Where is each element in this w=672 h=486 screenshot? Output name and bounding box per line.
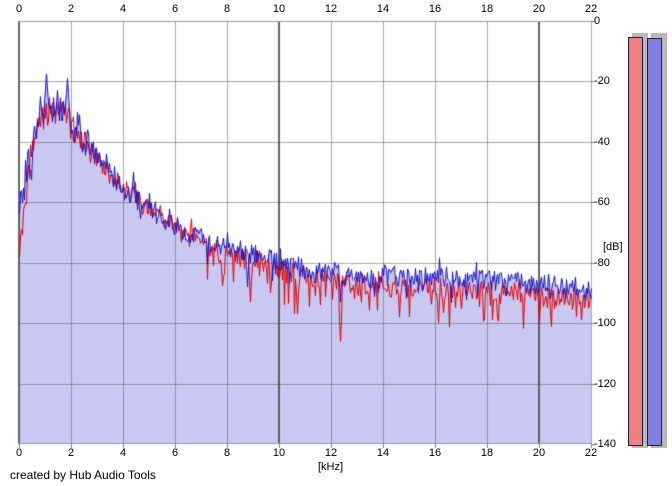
x-tick-label: 4 <box>119 447 127 459</box>
y-tick-label: -20 <box>594 75 610 87</box>
x-tick-label: 14 <box>376 447 390 459</box>
x-tick-label: 0 <box>15 3 23 15</box>
y-tick-label: -100 <box>594 317 617 329</box>
x-tick-label: 2 <box>67 447 75 459</box>
x-tick-label: 16 <box>428 447 442 459</box>
x-tick-label: 20 <box>532 3 546 15</box>
x-tick-label: 22 <box>584 447 598 459</box>
x-tick-label: 18 <box>480 3 494 15</box>
x-tick-label: 6 <box>171 447 179 459</box>
x-tick-label: 22 <box>584 3 598 15</box>
x-tick-label: 10 <box>272 3 286 15</box>
x-tick-label: 10 <box>272 447 286 459</box>
y-tick-label: 0 <box>594 15 601 27</box>
x-tick-label: 8 <box>223 3 231 15</box>
x-tick-label: 4 <box>119 3 127 15</box>
left-level-meter-bar <box>628 37 643 446</box>
x-tick-label: 16 <box>428 3 442 15</box>
y-tick-label: -80 <box>594 257 610 269</box>
x-tick-label: 20 <box>532 447 546 459</box>
y-tick-label: -140 <box>594 438 617 450</box>
db-unit-label: [dB] <box>603 241 623 253</box>
x-tick-label: 14 <box>376 3 390 15</box>
credit-text: created by Hub Audio Tools <box>10 468 156 482</box>
x-tick-label: 2 <box>67 3 75 15</box>
y-tick-label: -120 <box>594 378 617 390</box>
x-tick-label: 0 <box>15 447 23 459</box>
y-tick-label: -60 <box>594 196 610 208</box>
x-tick-label: 6 <box>171 3 179 15</box>
right-level-meter-bar <box>647 38 662 446</box>
x-tick-label: 8 <box>223 447 231 459</box>
khz-unit-label: [kHz] <box>318 461 344 473</box>
y-tick-label: -40 <box>594 136 610 148</box>
x-tick-label: 18 <box>480 447 494 459</box>
x-tick-label: 12 <box>324 3 338 15</box>
x-tick-label: 12 <box>324 447 338 459</box>
